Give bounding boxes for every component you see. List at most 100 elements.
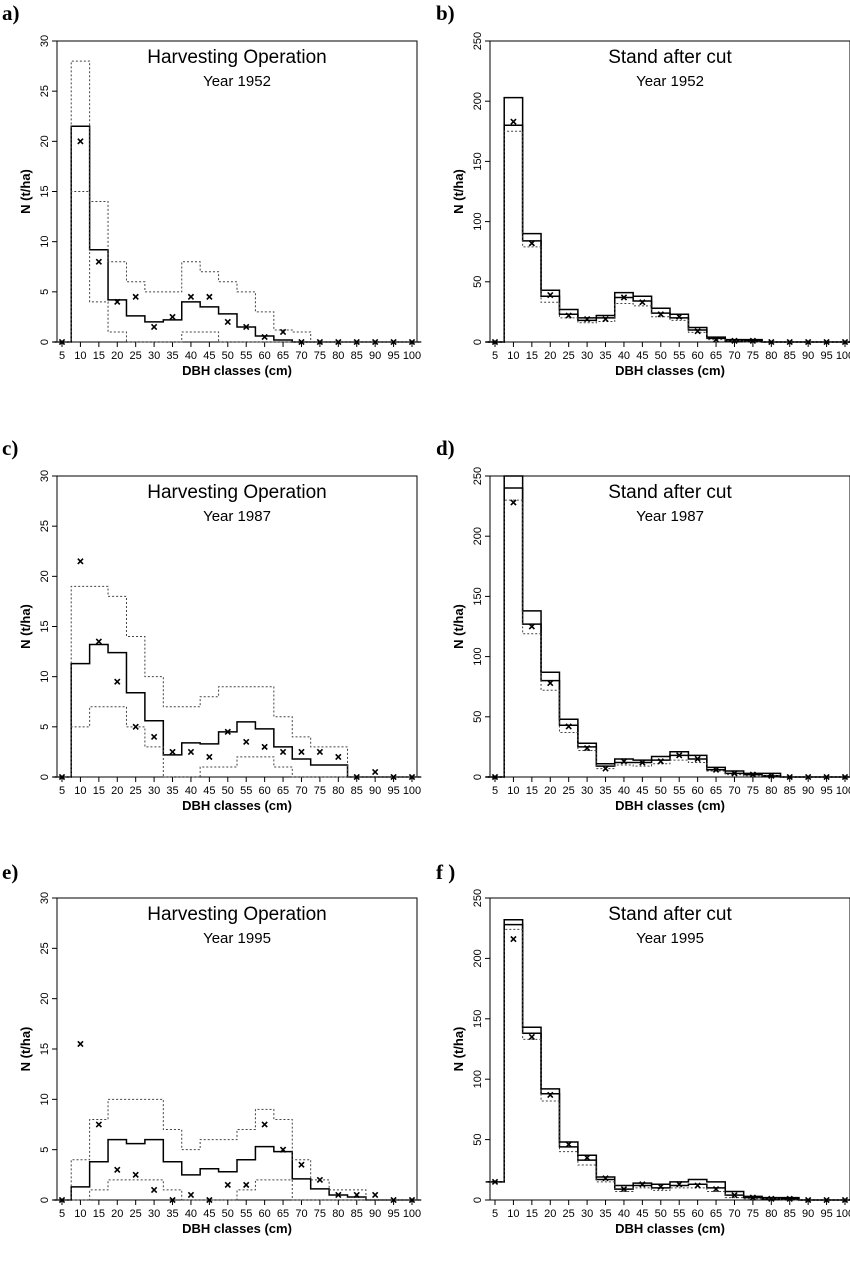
observed-point	[187, 748, 195, 756]
observed-point	[316, 748, 324, 756]
x-axis-label: DBH classes (cm)	[615, 363, 725, 378]
y-tick-label: 15	[39, 620, 51, 632]
observed-point	[694, 327, 701, 335]
x-tick-label: 20	[111, 350, 123, 362]
observed-point	[390, 338, 397, 346]
x-tick-label: 65	[710, 785, 722, 797]
y-tick-label: 0	[472, 1197, 484, 1203]
x-tick-label: 25	[130, 350, 142, 362]
series-upper-bound	[485, 475, 850, 778]
x-tick-label: 70	[728, 1208, 740, 1220]
y-tick-label: 25	[39, 85, 51, 97]
x-tick-label: 80	[765, 350, 777, 362]
x-tick-label: 45	[636, 785, 648, 797]
x-tick-label: 60	[692, 1208, 704, 1220]
observed-point	[279, 328, 287, 336]
observed-point	[114, 1166, 121, 1173]
y-tick-label: 0	[472, 774, 484, 780]
x-tick-label: 5	[59, 785, 65, 797]
x-tick-label: 35	[599, 350, 611, 362]
observed-point	[823, 1196, 830, 1204]
observed-point	[150, 323, 158, 331]
series-upper-bound	[52, 1098, 422, 1201]
observed-point	[224, 728, 231, 736]
observed-point	[206, 753, 213, 761]
x-tick-label: 70	[728, 350, 740, 362]
x-tick-label: 60	[259, 350, 271, 362]
observed-point	[786, 773, 793, 781]
x-tick-label: 95	[820, 1208, 832, 1220]
x-tick-label: 40	[618, 1208, 630, 1220]
observed-point	[565, 723, 572, 730]
observed-point	[261, 1121, 268, 1128]
y-tick-label: 50	[472, 1133, 484, 1145]
series-upper-bound	[485, 918, 850, 1201]
x-tick-label: 25	[563, 1208, 575, 1220]
observed-point	[676, 752, 683, 759]
observed-point	[371, 768, 379, 776]
x-tick-label: 20	[544, 1208, 556, 1220]
observed-point	[639, 299, 646, 306]
x-tick-label: 85	[784, 1208, 796, 1220]
x-tick-label: 30	[581, 1208, 593, 1220]
x-tick-label: 90	[802, 350, 814, 362]
observed-point	[58, 1196, 66, 1204]
observed-point	[298, 1161, 305, 1168]
chart-panel-3: 0 5 10 15 20 25 30 5 10 15 20 25 30 35 40 45 50 55 60 65 70 7…	[2, 436, 422, 813]
x-tick-label: 100	[403, 350, 421, 362]
observed-point	[510, 499, 517, 506]
x-tick-label: 50	[655, 1208, 667, 1220]
observed-point	[583, 744, 591, 752]
x-tick-label: 35	[599, 785, 611, 797]
x-tick-label: 75	[747, 1208, 759, 1220]
observed-point	[353, 773, 360, 781]
chart-subtitle: Year 1995	[636, 930, 704, 947]
observed-point	[823, 338, 830, 346]
x-tick-label: 10	[74, 350, 86, 362]
y-axis-label: N (t/ha)	[18, 1027, 33, 1072]
observed-point	[224, 1181, 231, 1189]
x-tick-label: 40	[185, 350, 197, 362]
observed-point	[169, 748, 176, 756]
x-tick-label: 45	[203, 350, 215, 362]
x-tick-label: 85	[784, 785, 796, 797]
plot-frame	[489, 475, 850, 778]
observed-point	[694, 1182, 701, 1189]
observed-point	[547, 291, 554, 299]
x-tick-label: 30	[148, 1208, 160, 1220]
observed-point	[712, 1185, 720, 1193]
observed-point	[602, 1175, 609, 1182]
panel-label: a)	[2, 1, 20, 25]
x-tick-label: 100	[836, 785, 850, 797]
observed-point	[371, 1191, 379, 1199]
observed-point	[676, 313, 683, 320]
observed-point	[224, 318, 231, 326]
series-lower-bound	[52, 191, 422, 343]
x-tick-label: 45	[203, 785, 215, 797]
y-axis-label: N (t/ha)	[451, 169, 466, 214]
x-tick-label: 35	[166, 350, 178, 362]
x-tick-label: 40	[618, 350, 630, 362]
chart-title: Harvesting Operation	[147, 47, 327, 68]
y-tick-label: 10	[39, 1093, 51, 1105]
y-tick-label: 0	[39, 339, 51, 345]
observed-point	[132, 723, 139, 730]
y-tick-label: 30	[39, 470, 51, 482]
x-tick-label: 5	[492, 350, 498, 362]
x-tick-label: 65	[277, 1208, 289, 1220]
observed-point	[206, 293, 213, 301]
x-tick-label: 30	[581, 350, 593, 362]
x-tick-label: 45	[636, 1208, 648, 1220]
observed-point	[841, 1196, 849, 1204]
observed-point	[243, 1181, 250, 1189]
x-tick-label: 60	[259, 785, 271, 797]
observed-point	[583, 315, 591, 323]
x-axis-label: DBH classes (cm)	[615, 798, 725, 813]
x-tick-label: 100	[836, 350, 850, 362]
observed-point	[528, 623, 536, 630]
y-tick-label: 250	[472, 889, 484, 907]
x-tick-label: 90	[369, 1208, 381, 1220]
y-tick-label: 15	[39, 1043, 51, 1055]
x-tick-label: 80	[332, 350, 344, 362]
observed-point	[371, 338, 379, 346]
